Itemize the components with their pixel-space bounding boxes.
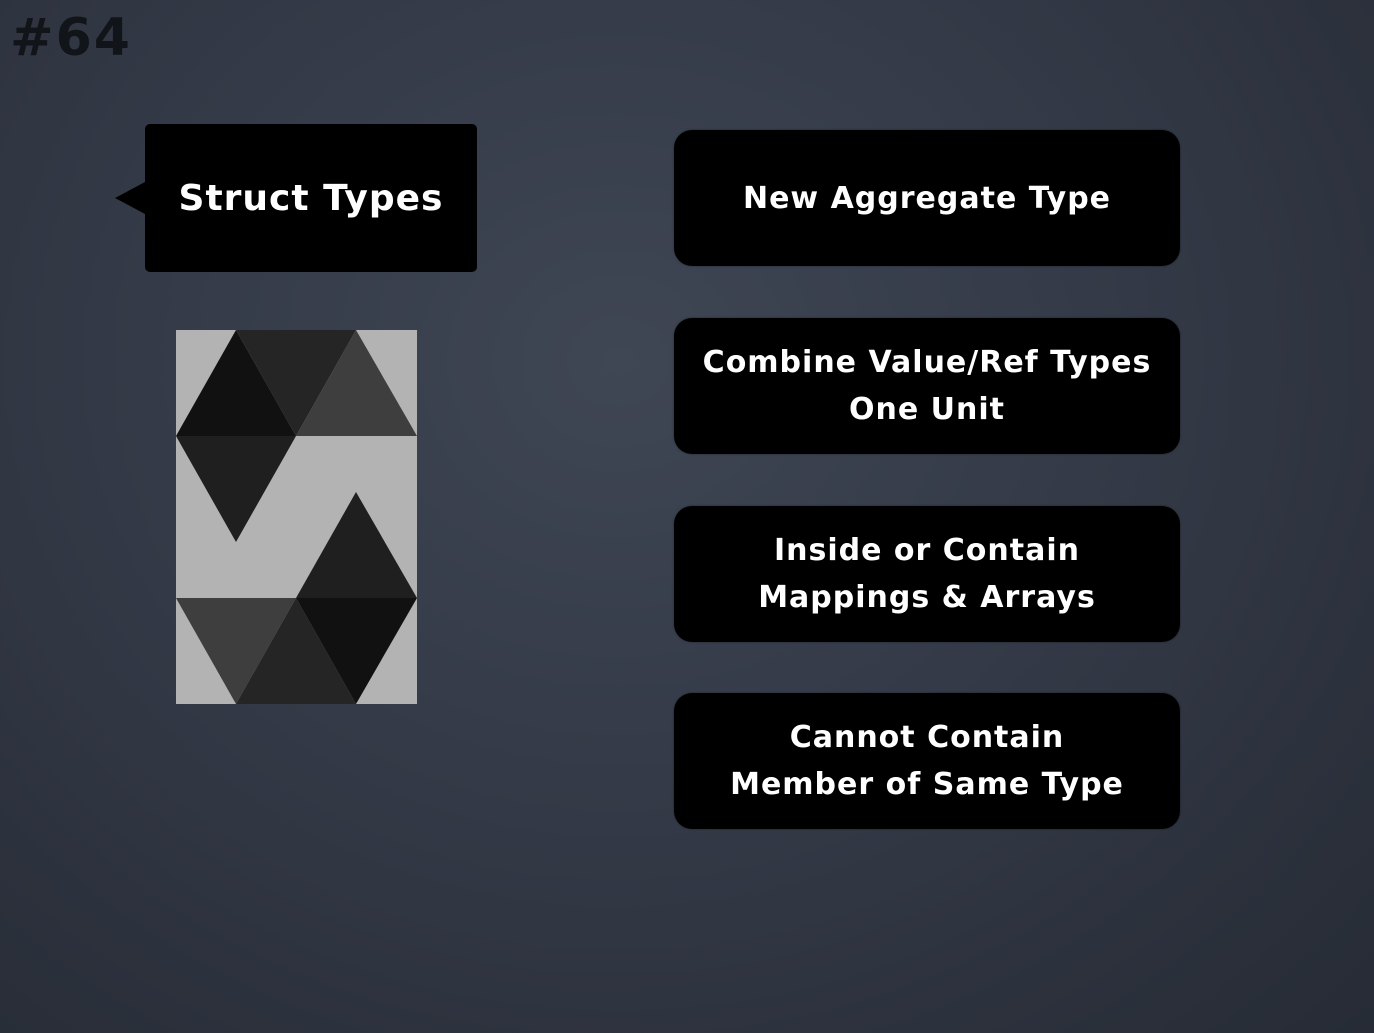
feature-card-mappings-arrays: Inside or Contain Mappings & Arrays [674,506,1180,642]
title-callout: Struct Types [145,124,477,272]
card-line: Cannot Contain [790,714,1065,761]
slide-number: #64 [10,12,132,64]
card-line: Mappings & Arrays [758,574,1096,621]
card-line: Member of Same Type [730,761,1124,808]
card-line: New Aggregate Type [743,175,1111,222]
feature-card-same-type: Cannot Contain Member of Same Type [674,693,1180,829]
card-line: One Unit [849,386,1005,433]
card-line: Combine Value/Ref Types [703,339,1152,386]
feature-card-new-aggregate-type: New Aggregate Type [674,130,1180,266]
feature-card-combine-types: Combine Value/Ref Types One Unit [674,318,1180,454]
card-line: Inside or Contain [774,527,1080,574]
solidity-logo-icon [176,330,417,704]
slide-title: Struct Types [179,178,444,219]
